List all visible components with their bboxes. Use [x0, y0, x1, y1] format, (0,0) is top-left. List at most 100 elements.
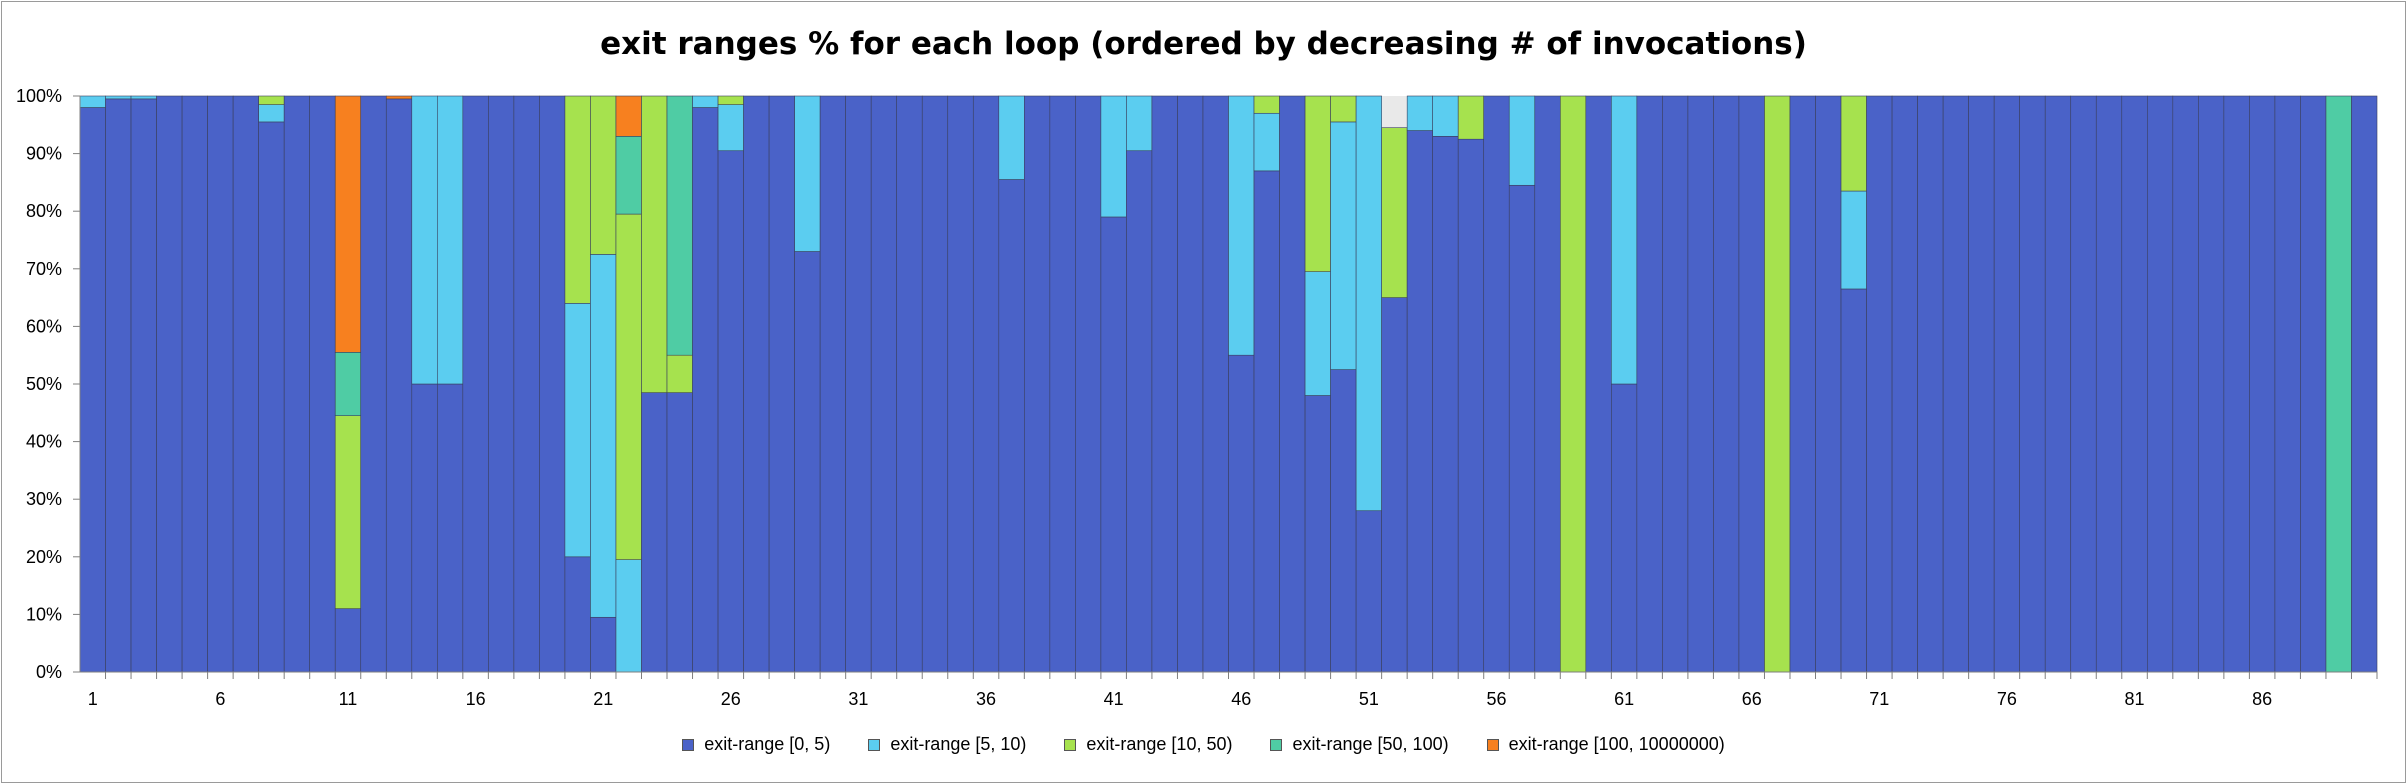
bar-segment-1-loop-50: [1330, 369, 1357, 673]
bar-segment-2-loop-61: [1611, 95, 1638, 385]
bar-segment-1-loop-34: [921, 95, 949, 673]
bar-segment-1-loop-64: [1687, 95, 1714, 673]
x-tick-label: 86: [2252, 689, 2272, 709]
bar-segment-1-loop-53: [1406, 130, 1433, 673]
bar-segment-1-loop-21: [590, 616, 617, 673]
bar-segment-4-loop-89: [2325, 95, 2352, 673]
bar-segment-1-loop-83: [2172, 95, 2199, 673]
legend-label: exit-range [5, 10): [890, 734, 1027, 754]
bar-segment-1-loop-72: [1891, 95, 1918, 673]
bar-segment-2-loop-14: [411, 95, 438, 385]
bar-segment-2-loop-70: [1840, 190, 1867, 290]
bar-segment-1-loop-29: [794, 251, 821, 673]
bar-segment-4-loop-24: [666, 95, 693, 356]
bar-segment-1-loop-68: [1789, 95, 1816, 673]
bar-segment-3-loop-20: [564, 95, 591, 304]
bar-segment-3-loop-59: [1559, 95, 1587, 673]
bars: [79, 95, 2378, 673]
bar-segment-2-loop-1: [79, 95, 106, 108]
bar-segment-1-loop-11: [334, 608, 362, 673]
bar-segment-2-loop-53: [1406, 95, 1433, 131]
x-tick-label: 61: [1614, 689, 1634, 709]
y-tick-label: 20%: [26, 547, 62, 567]
bar-segment-1-loop-51: [1355, 510, 1382, 673]
bar-segment-4-loop-22: [615, 136, 642, 215]
legend-entry-4: exit-range [50, 100): [1270, 734, 1449, 755]
bar-segment-1-loop-35: [947, 95, 974, 673]
bar-segment-1-loop-76: [1993, 95, 2020, 673]
legend-entry-5: exit-range [100, 10000000): [1486, 734, 1725, 755]
bar-segment-5-loop-22: [615, 95, 642, 137]
bar-segment-1-loop-66: [1738, 95, 1765, 673]
bar-segment-2-loop-8: [258, 104, 285, 123]
bar-segment-1-loop-85: [2223, 95, 2250, 673]
bar-segment-1-loop-33: [896, 95, 923, 673]
y-tick-label: 10%: [26, 604, 62, 624]
bar-segment-2-loop-29: [794, 95, 821, 252]
bar-segment-1-loop-36: [972, 95, 1000, 673]
chart-title: exit ranges % for each loop (ordered by …: [600, 26, 1807, 62]
bar-segment-2-loop-22: [615, 559, 642, 673]
bar-segment-3-loop-67: [1764, 95, 1791, 673]
x-tick-label: 26: [721, 689, 741, 709]
y-tick-label: 90%: [26, 144, 62, 164]
bar-segment-1-loop-69: [1815, 95, 1842, 673]
bar-segment-3-loop-23: [641, 95, 668, 393]
x-tick-label: 76: [1997, 689, 2017, 709]
bar-segment-1-loop-46: [1228, 354, 1255, 673]
bar-segment-2-loop-42: [1126, 95, 1153, 152]
bar-segment-1-loop-57: [1508, 184, 1536, 673]
bar-segment-2-loop-57: [1508, 95, 1536, 186]
bar-segment-3-loop-26: [717, 95, 744, 105]
x-tick-label: 41: [1104, 689, 1124, 709]
legend: exit-range [0, 5) exit-range [5, 10) exit-…: [0, 734, 2407, 755]
bar-segment-2-loop-41: [1100, 95, 1127, 218]
bar-segment-1-loop-75: [1968, 95, 1995, 673]
bar-segment-5-loop-11: [334, 95, 362, 353]
bar-segment-1-loop-31: [845, 95, 872, 673]
bar-segment-1-loop-74: [1942, 95, 1969, 673]
bar-segment-1-loop-7: [232, 95, 259, 673]
legend-swatch: [1486, 738, 1499, 751]
bar-segment-2-loop-37: [998, 95, 1025, 180]
y-tick-label: 70%: [26, 259, 62, 279]
bar-segment-1-loop-17: [488, 95, 515, 673]
bar-segment-1-loop-40: [1075, 95, 1102, 673]
bar-segment-1-loop-39: [1049, 95, 1076, 673]
legend-label: exit-range [100, 10000000): [1508, 734, 1725, 754]
bar-segment-1-loop-5: [181, 95, 208, 673]
bar-segment-1-loop-14: [411, 383, 438, 673]
bar-segment-3-loop-11: [334, 415, 362, 609]
legend-label: exit-range [50, 100): [1292, 734, 1449, 754]
bar-segment-1-loop-86: [2249, 95, 2276, 673]
bar-segment-1-loop-88: [2300, 95, 2327, 673]
bar-segment-1-loop-45: [1202, 95, 1229, 673]
bar-segment-1-loop-79: [2070, 95, 2097, 673]
legend-swatch: [1270, 738, 1283, 751]
legend-entry-1: exit-range [0, 5): [682, 734, 830, 755]
bar-segment-1-loop-90: [2351, 95, 2378, 673]
bar-segment-2-loop-20: [564, 303, 591, 558]
bar-segment-1-loop-9: [283, 95, 310, 673]
bar-segment-1-loop-38: [1024, 95, 1051, 673]
bar-segment-1-loop-4: [156, 95, 183, 673]
bar-segment-2-loop-2: [105, 95, 132, 100]
bar-segment-2-loop-50: [1330, 121, 1357, 370]
bar-segment-3-loop-22: [615, 213, 642, 560]
x-tick-label: 51: [1359, 689, 1379, 709]
bar-segment-3-loop-52: [1381, 127, 1408, 298]
bar-segment-1-loop-24: [666, 392, 693, 673]
bar-segment-2-loop-26: [717, 104, 744, 152]
bar-segment-1-loop-20: [564, 556, 591, 673]
bar-segment-2-loop-47: [1253, 112, 1280, 172]
y-tick-label: 40%: [26, 432, 62, 452]
y-axis-labels: 0% 10% 20% 30% 40% 50% 60% 70% 80% 90% 100%: [16, 86, 62, 682]
bar-segment-5-loop-13: [385, 95, 413, 100]
axis-ticks: [73, 95, 2378, 679]
bar-segment-1-loop-63: [1662, 95, 1689, 673]
bar-segment-1-loop-26: [717, 150, 744, 673]
bar-segment-1-loop-23: [641, 392, 668, 673]
bar-segment-1-loop-41: [1100, 216, 1127, 673]
bar-segment-1-loop-78: [2044, 95, 2072, 673]
bar-segment-2-loop-46: [1228, 95, 1255, 356]
